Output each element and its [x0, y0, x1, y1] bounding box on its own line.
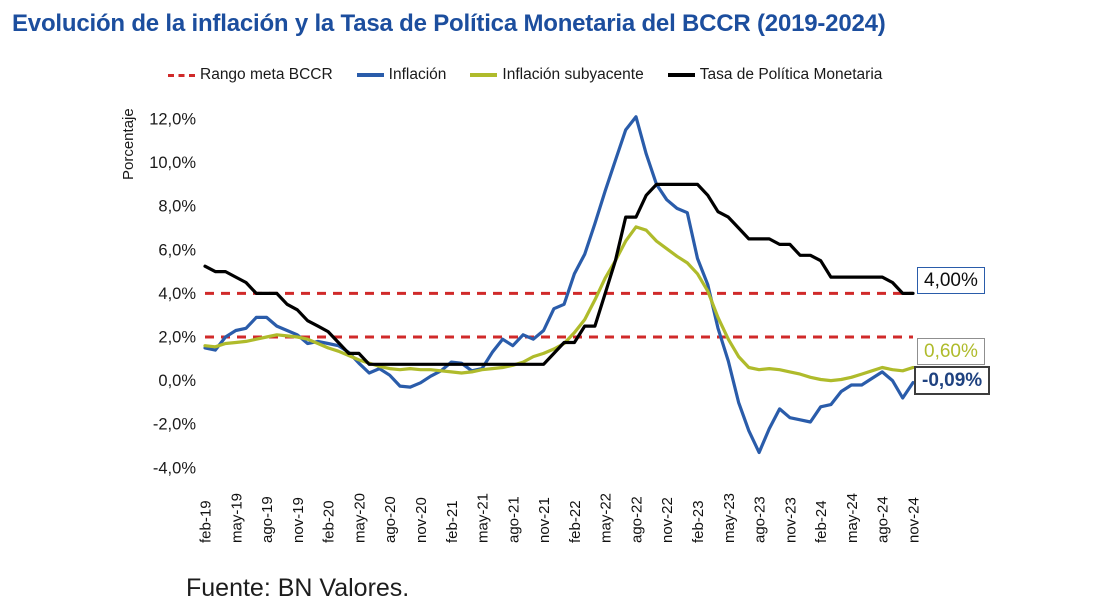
y-tick-label: 12,0%	[149, 111, 196, 129]
annotation-subyacente-value: 0,60%	[917, 338, 985, 365]
series-line-inflacion	[203, 115, 915, 455]
x-tick-label: nov-21	[536, 497, 553, 543]
y-axis-title: Porcentaje	[120, 108, 137, 180]
x-tick-label: ago-22	[628, 496, 645, 543]
x-tick-label: ago-20	[382, 496, 399, 543]
legend-label: Inflación	[388, 66, 447, 83]
x-tick-label: ago-24	[875, 496, 892, 543]
x-tick-label: ago-23	[752, 496, 769, 543]
y-tick-label: -2,0%	[153, 416, 196, 434]
legend-label: Tasa de Política Monetaria	[699, 66, 883, 83]
legend-item-inflacion-subyacente: Inflación subyacente	[470, 66, 644, 84]
source-note: Fuente: BN Valores.	[186, 574, 410, 602]
legend-label: Rango meta BCCR	[200, 66, 333, 83]
x-tick-label: may-22	[598, 493, 615, 543]
x-tick-label: nov-20	[413, 497, 430, 543]
x-tick-label: may-20	[351, 493, 368, 543]
y-tick-label: 4,0%	[158, 285, 196, 303]
annotation-inflacion-value: -0,09%	[914, 366, 991, 395]
legend-label: Inflación subyacente	[502, 66, 644, 83]
x-tick-label: feb-19	[198, 500, 215, 543]
x-tick-label: nov-22	[659, 497, 676, 543]
x-tick-label: may-19	[228, 493, 245, 543]
line-marker-icon	[667, 73, 695, 77]
x-tick-label: nov-24	[906, 497, 923, 543]
series-line-subyacente	[203, 225, 915, 383]
x-tick-label: feb-22	[567, 500, 584, 543]
x-tick-label: feb-21	[444, 500, 461, 543]
y-tick-label: 8,0%	[158, 198, 196, 216]
x-tick-label: feb-20	[321, 500, 338, 543]
legend-item-inflacion: Inflación	[356, 66, 447, 84]
line-marker-icon	[470, 73, 498, 77]
x-tick-label: ago-21	[505, 496, 522, 543]
x-tick-label: may-21	[475, 493, 492, 543]
dashed-line-marker-icon	[168, 73, 195, 77]
y-tick-label: 2,0%	[158, 329, 196, 347]
series-line-tpm	[203, 182, 915, 366]
x-tick-label: feb-23	[690, 500, 707, 543]
y-tick-label: 10,0%	[149, 154, 196, 172]
legend-item-rango-meta: Rango meta BCCR	[168, 66, 333, 84]
chart-legend: Rango meta BCCR Inflación Inflación suby…	[168, 66, 882, 84]
line-marker-icon	[356, 73, 384, 77]
x-tick-label: may-23	[721, 493, 738, 543]
x-tick-label: feb-24	[813, 500, 830, 543]
x-tick-label: may-24	[844, 493, 861, 543]
x-tick-label: nov-19	[290, 497, 307, 543]
chart-title: Evolución de la inflación y la Tasa de P…	[12, 10, 886, 37]
x-tick-label: ago-19	[259, 496, 276, 543]
y-tick-label: 6,0%	[158, 241, 196, 259]
annotation-tpm-value: 4,00%	[917, 267, 985, 294]
y-tick-label: -4,0%	[153, 459, 196, 477]
y-tick-label: 0,0%	[158, 372, 196, 390]
legend-item-tpm: Tasa de Política Monetaria	[667, 66, 883, 84]
x-tick-label: nov-23	[782, 497, 799, 543]
